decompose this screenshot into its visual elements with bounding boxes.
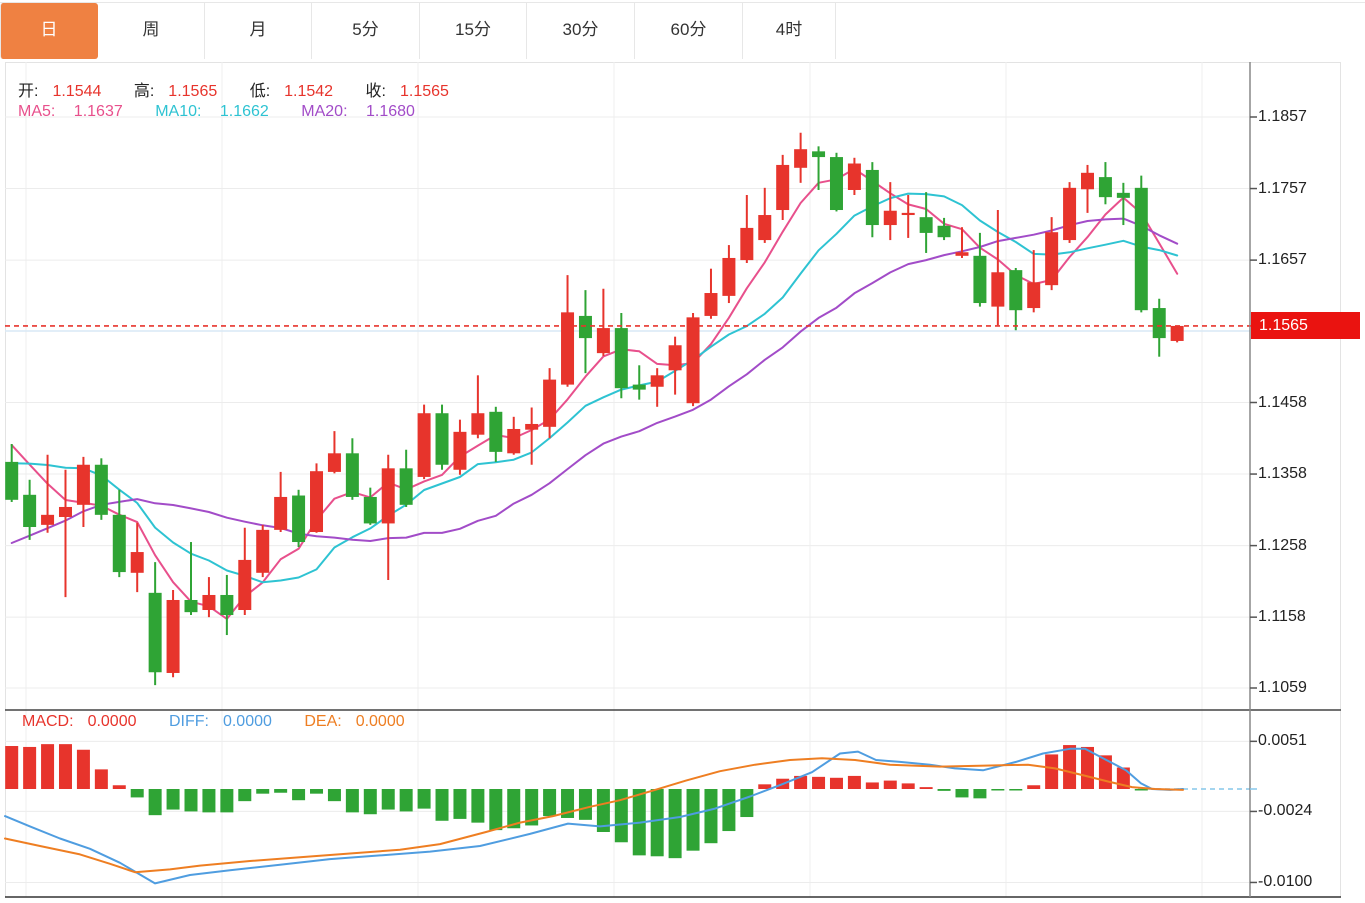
low-label: 低: [249, 83, 271, 100]
price-tick-label: 1.1158 [1258, 608, 1306, 626]
dea-value: 0.0000 [355, 713, 405, 730]
tab-day[interactable]: 日 [0, 3, 98, 59]
ohlc-readout: 开: 1.1544 高: 1.1565 低: 1.1542 收: 1.1565 [18, 77, 477, 101]
low-value: 1.1542 [284, 83, 334, 100]
last-price-badge: 1.1565 [1251, 312, 1360, 340]
ma-readout: MA5: 1.1637 MA10: 1.1662 MA20: 1.1680 [18, 103, 443, 121]
price-tick-label: 1.1857 [1258, 108, 1307, 125]
ma10-label: MA10: [155, 103, 202, 120]
diff-label: DIFF: [168, 713, 209, 730]
tab-60min[interactable]: 60分 [635, 3, 743, 59]
price-tick-label: 1.1757 [1258, 179, 1307, 197]
close-label: 收: [365, 83, 386, 100]
macd-label: MACD: [22, 713, 74, 730]
price-tick-label: 1.1358 [1258, 465, 1307, 483]
open-value: 1.1544 [52, 83, 102, 100]
price-tick-label: 1.1258 [1258, 536, 1307, 554]
timeframe-tabbar: 日 周 月 5分 15分 30分 60分 4时 [0, 2, 1365, 61]
macd-tick-label: 0.0051 [1258, 732, 1307, 750]
dea-label: DEA: [304, 713, 342, 730]
high-label: 高: [133, 83, 155, 100]
open-label: 开: [18, 83, 39, 100]
macd-readout: MACD: 0.0000 DIFF: 0.0000 DEA: 0.0000 [22, 713, 433, 731]
price-tick-label: 1.1059 [1258, 679, 1307, 696]
ma20-value: 1.1680 [365, 103, 415, 120]
tab-4hour[interactable]: 4时 [743, 3, 836, 59]
macd-tick-label: -0.0024 [1258, 802, 1313, 820]
tab-15min[interactable]: 15分 [420, 3, 527, 59]
price-tick-label: 1.1657 [1258, 251, 1307, 269]
ma20-label: MA20: [301, 103, 348, 120]
ma10-value: 1.1662 [219, 103, 269, 120]
close-value: 1.1565 [399, 83, 449, 100]
ma5-value: 1.1637 [73, 103, 123, 120]
ma5-label: MA5: [18, 103, 56, 120]
tab-30min[interactable]: 30分 [527, 3, 635, 59]
macd-tick-label: -0.0100 [1258, 873, 1313, 891]
tab-5min[interactable]: 5分 [312, 3, 420, 59]
high-value: 1.1565 [168, 83, 218, 100]
tab-week[interactable]: 周 [98, 3, 205, 59]
macd-value: 0.0000 [87, 713, 137, 730]
price-tick-label: 1.1458 [1258, 393, 1307, 411]
diff-value: 0.0000 [222, 713, 272, 730]
tab-month[interactable]: 月 [205, 3, 312, 59]
